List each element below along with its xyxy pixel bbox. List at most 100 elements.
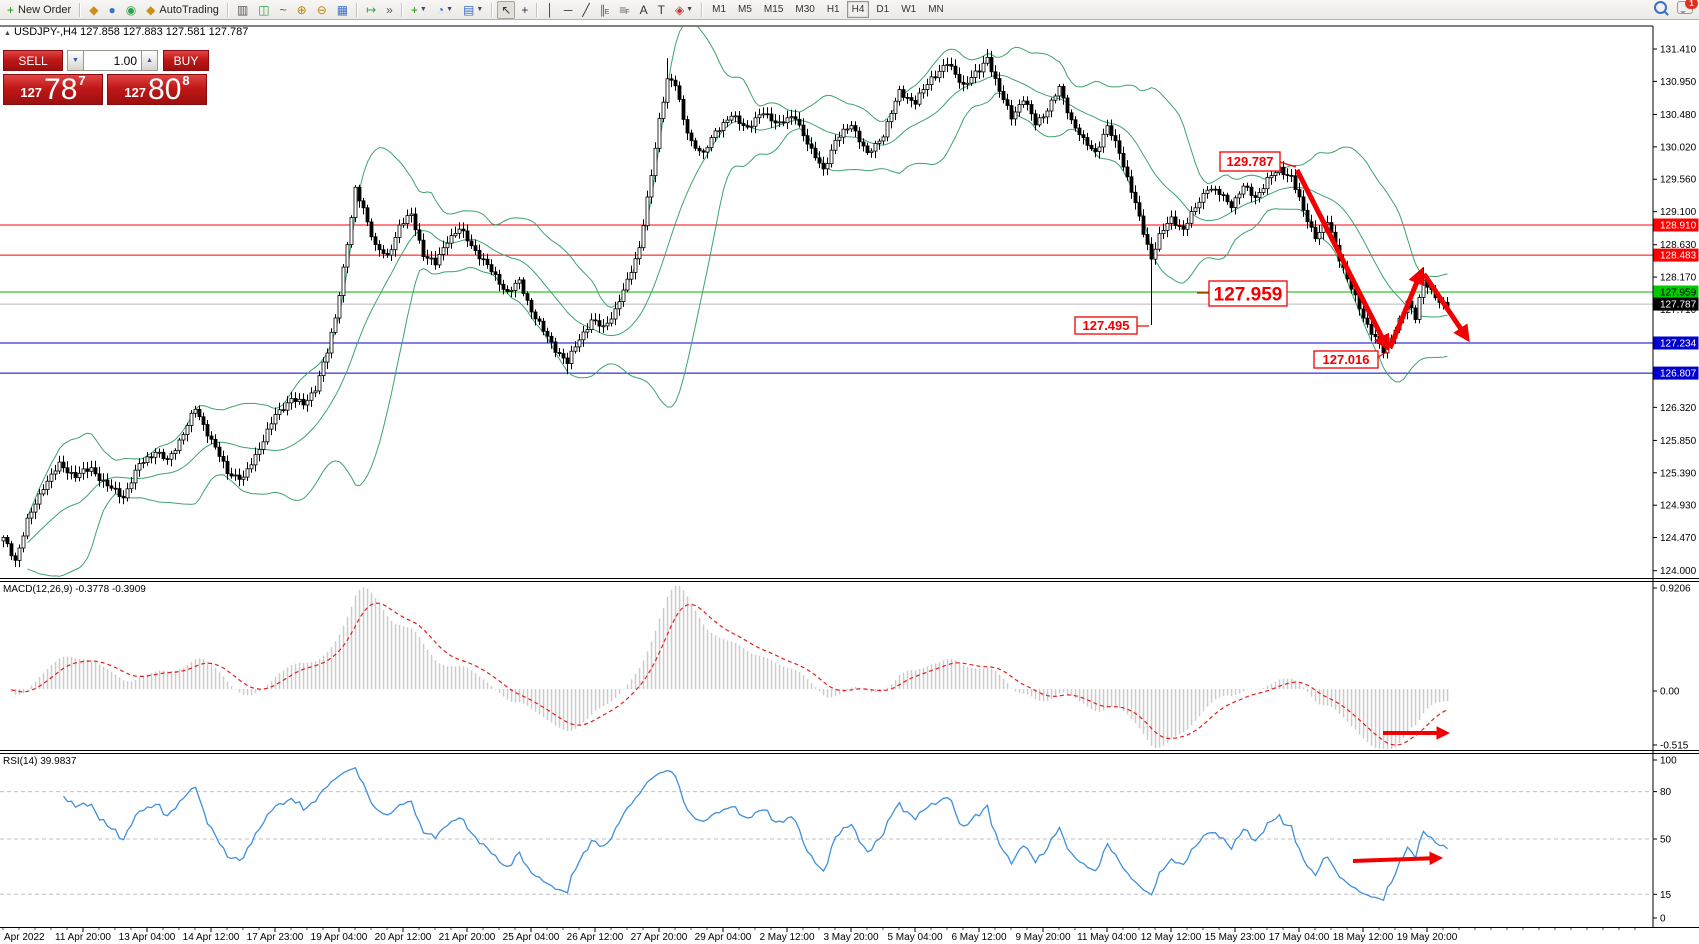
text-icon[interactable]: A	[639, 2, 648, 17]
svg-text:127.959: 127.959	[1214, 284, 1283, 305]
autoscroll-icon[interactable]: ↦	[366, 2, 377, 17]
timeframe-button-h1[interactable]: H1	[826, 4, 840, 15]
svg-text:124.930: 124.930	[1660, 501, 1697, 512]
timeframe-button-w1[interactable]: W1	[901, 4, 917, 15]
svg-text:11 May 04:00: 11 May 04:00	[1077, 932, 1137, 943]
svg-text:125.390: 125.390	[1660, 468, 1697, 479]
svg-text:18 May 12:00: 18 May 12:00	[1333, 932, 1394, 943]
trend-arrow[interactable]	[1352, 851, 1444, 866]
svg-text:126.807: 126.807	[1660, 369, 1697, 380]
macd-indicator	[10, 586, 1449, 749]
timeframe-button-m30[interactable]: M30	[795, 4, 815, 15]
crosshair-icon[interactable]: +	[521, 2, 529, 17]
svg-text:14 Apr 12:00: 14 Apr 12:00	[183, 932, 240, 943]
svg-text:124.000: 124.000	[1660, 566, 1697, 577]
timeframe-button-m5[interactable]: M5	[738, 4, 752, 15]
chevron-down-icon: ▼	[476, 6, 484, 13]
rsi-line	[62, 766, 1448, 902]
price-annotation-box[interactable]	[1219, 151, 1281, 172]
periods-icon[interactable]: ◔ ▼	[436, 2, 453, 17]
timeframe-button-h4[interactable]: H4	[846, 1, 870, 18]
toolbar-separator	[536, 2, 539, 17]
text-label-icon[interactable]: T	[657, 2, 665, 17]
indicators-icon[interactable]: + ▼	[410, 2, 427, 17]
chart-ohlc-line: ▲ USDJPY-,H4 127.858 127.883 127.581 127.…	[4, 26, 249, 38]
horizontal-line-icon[interactable]: ─	[563, 2, 573, 17]
sell-button[interactable]: SELL	[3, 50, 63, 71]
price-annotation-box[interactable]	[1208, 280, 1288, 307]
svg-text:6 May 12:00: 6 May 12:00	[951, 932, 1006, 943]
macd-signal-line	[11, 602, 1448, 746]
fibonacci-icon[interactable]: ≡ F	[619, 2, 630, 17]
timeframe-button-mn[interactable]: MN	[928, 4, 944, 15]
trend-arrow[interactable]	[1294, 168, 1390, 352]
signals-icon[interactable]: ◉	[125, 2, 137, 17]
svg-text:129.787: 129.787	[1227, 154, 1274, 169]
toolbar-separator	[356, 2, 359, 17]
analysis-annotations[interactable]: 129.787 127.959 127.495 127.016	[1074, 151, 1470, 866]
svg-text:100: 100	[1660, 756, 1677, 767]
buy-price-box[interactable]: 127 80 8	[107, 73, 207, 105]
volume-input[interactable]	[84, 50, 141, 71]
candlestick-series	[1, 49, 1450, 568]
svg-text:17 Apr 23:00: 17 Apr 23:00	[247, 932, 304, 943]
templates-icon[interactable]: ▤ ▼	[463, 2, 484, 17]
toolbar-separator	[400, 2, 403, 17]
new-order-button[interactable]: + New Order	[7, 2, 72, 17]
svg-text:124.470: 124.470	[1660, 533, 1697, 544]
macd-axis[interactable]: 0.9206 0.00 -0.515	[1653, 584, 1691, 752]
sell-price-box[interactable]: 127 78 7	[3, 73, 103, 105]
price-annotation-box[interactable]	[1074, 316, 1138, 335]
timeframe-button-d1[interactable]: D1	[876, 4, 890, 15]
one-click-trading-panel: SELL ▼ ▲ BUY 127 78 7 127 80 8	[3, 50, 209, 105]
svg-text:-0.515: -0.515	[1660, 741, 1689, 752]
chevron-down-icon: ▼	[419, 6, 427, 13]
zoom-in-icon[interactable]: ⊕	[296, 2, 307, 17]
zoom-out-icon[interactable]: ⊖	[316, 2, 327, 17]
toolbar-buttons: + New Order ◆ ● ◉ ◆ AutoTrading ▥ ◫ ~ ⊕ ⊖ ▦ ↦» + ▼ ◔ ▼ ▤ ▼ ↖…	[0, 0, 950, 19]
equidistant-channel-icon[interactable]: ∥ E	[599, 2, 610, 17]
buy-button[interactable]: BUY	[163, 50, 209, 71]
vertical-line-icon[interactable]: │	[546, 2, 554, 17]
experts-icon[interactable]: ●	[108, 2, 116, 17]
svg-text:11 Apr 20:00: 11 Apr 20:00	[55, 932, 111, 943]
autotrading-button[interactable]: ◆ AutoTrading	[146, 2, 219, 17]
svg-text:29 Apr 04:00: 29 Apr 04:00	[695, 932, 752, 943]
candlestick-chart-icon[interactable]: ◫	[258, 2, 270, 17]
trendline-icon[interactable]: ╱	[582, 2, 590, 17]
svg-text:9 May 20:00: 9 May 20:00	[1015, 932, 1070, 943]
chart-plot-area[interactable]	[0, 26, 1653, 927]
toolbar-separator	[491, 2, 494, 17]
chevron-down-icon: ▼	[686, 6, 694, 13]
svg-text:127.959: 127.959	[1660, 287, 1697, 298]
notification-badge: 1	[1685, 0, 1698, 9]
arrows-icon[interactable]: ◈ ▼	[674, 2, 694, 17]
timeframe-button-m1[interactable]: M1	[712, 4, 727, 15]
notifications-icon[interactable]: 1	[1677, 0, 1698, 14]
chart-shift-icon[interactable]: »	[386, 2, 393, 17]
time-axis[interactable]: Apr 2022 11 Apr 20:00 13 Apr 04:00 14 Apr 1…	[2, 927, 1636, 943]
bar-chart-icon[interactable]: ▥	[236, 2, 249, 17]
marketwatch-icon[interactable]: ◆	[89, 2, 99, 17]
price-annotation-box[interactable]	[1313, 350, 1379, 369]
trend-arrow[interactable]	[1387, 267, 1425, 349]
horizontal-level-lines[interactable]	[0, 224, 1653, 374]
volume-increase-button[interactable]: ▲	[141, 50, 158, 71]
svg-text:129.100: 129.100	[1660, 207, 1697, 218]
svg-text:21 Apr 20:00: 21 Apr 20:00	[439, 932, 496, 943]
volume-decrease-button[interactable]: ▼	[67, 50, 84, 71]
price-axis[interactable]: 131.410 130.950 130.480 130.020 129.560 129.1…	[1653, 45, 1699, 578]
line-chart-icon[interactable]: ~	[279, 2, 287, 17]
tile-windows-icon[interactable]: ▦	[336, 2, 349, 17]
svg-text:25 Apr 04:00: 25 Apr 04:00	[503, 932, 560, 943]
cursor-icon[interactable]: ↖	[497, 0, 516, 19]
toolbar-separator	[226, 2, 229, 17]
svg-text:130.020: 130.020	[1660, 142, 1697, 153]
rsi-axis[interactable]: 100 80 50 15 0	[1653, 756, 1677, 925]
svg-text:27 Apr 20:00: 27 Apr 20:00	[631, 932, 688, 943]
trend-arrow[interactable]	[1421, 272, 1470, 343]
timeframe-button-m15[interactable]: M15	[763, 4, 784, 15]
search-icon[interactable]	[1654, 1, 1667, 14]
